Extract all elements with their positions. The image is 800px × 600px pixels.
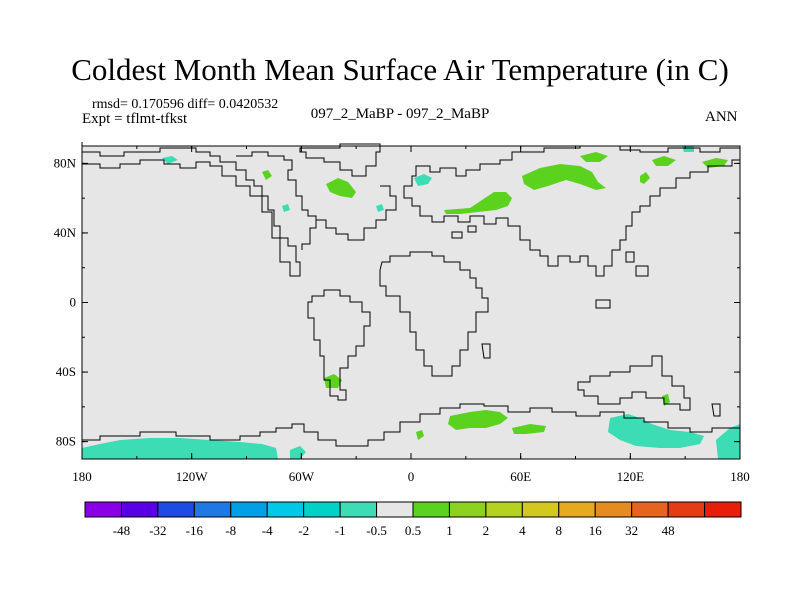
arctic-tiny-cool-3	[376, 204, 384, 212]
antarctic-east-cool	[608, 414, 704, 448]
colorbar-swatch	[667, 501, 706, 518]
coastlines	[81, 142, 741, 447]
lon-label: 120W	[176, 469, 209, 484]
colorbar-swatch	[157, 501, 195, 518]
arctic-siberia-warm-north	[580, 152, 608, 162]
colorbar-swatch	[303, 501, 341, 518]
colorbar-swatch	[84, 501, 122, 518]
canada-arctic-coast	[236, 151, 317, 250]
south-america-warm	[324, 374, 342, 388]
antarctic-coast-warm	[512, 424, 546, 434]
small-island-1	[451, 231, 463, 239]
small-island-2	[467, 225, 477, 233]
map-background	[82, 146, 740, 459]
colorbar-swatch	[412, 501, 450, 518]
lat-label: 80S	[56, 434, 76, 449]
colorbar: -48 -32 -16 -8 -4 -2 -1 -0.5 0.5 1 2 4 8 16 32 48	[84, 501, 742, 538]
colorbar-swatch	[594, 501, 633, 518]
rmsd-text: rmsd= 0.170596 diff= 0.0420532	[92, 97, 279, 112]
colorbar-label: 0.5	[405, 523, 421, 538]
lat-label: 80N	[54, 155, 77, 170]
colorbar-label: 8	[556, 523, 563, 538]
colorbar-swatch	[266, 501, 305, 518]
australia-coast	[577, 355, 691, 411]
north-europe-warm	[326, 178, 356, 198]
colorbar-label: -8	[225, 523, 236, 538]
axis-ticks	[81, 146, 741, 459]
arctic-west-cool	[162, 156, 178, 164]
antarctic-far-east-cool	[716, 424, 740, 459]
alaska-warm	[262, 170, 272, 180]
lon-label: 60W	[289, 469, 315, 484]
colorbar-label: -32	[149, 523, 166, 538]
axis-labels: 80N 40N 0 40S 80S 180 120W 60W 0 60E 120E 180	[54, 155, 750, 484]
colorbar-label: -48	[113, 523, 130, 538]
africa-coast	[379, 251, 489, 377]
expt-text: Expt = tflmt-tfkst	[82, 111, 188, 127]
colorbar-label: -0.5	[366, 523, 387, 538]
madagascar-coast	[481, 343, 491, 359]
colorbar-label: 2	[483, 523, 490, 538]
map-title: Coldest Month Mean Surface Air Temperatu…	[71, 52, 729, 87]
colorbar-swatch	[704, 501, 742, 518]
arctic-east-warm-3	[640, 172, 650, 184]
colorbar-swatch	[339, 501, 378, 518]
colorbar-label: 48	[662, 523, 675, 538]
lon-label: 120E	[617, 469, 645, 484]
colorbar-swatch	[521, 501, 560, 518]
lat-label: 0	[70, 295, 77, 310]
colorbar-label: 16	[589, 523, 603, 538]
greenland-coast	[299, 143, 381, 177]
lat-label: 40S	[56, 364, 76, 379]
case-text: 097_2_MaBP - 097_2_MaBP	[310, 106, 490, 122]
lon-label: 180	[730, 469, 750, 484]
japan-coast	[625, 251, 635, 263]
colorbar-swatch	[230, 501, 268, 518]
colorbar-swatch	[120, 501, 159, 518]
colorbar-label: -1	[335, 523, 346, 538]
lon-label: 0	[408, 469, 415, 484]
colorbar-swatch	[193, 501, 232, 518]
colorbar-swatch	[376, 501, 414, 518]
arctic-siberia-warm	[522, 164, 606, 190]
indonesia-coast	[595, 299, 611, 309]
antarctic-small-warm	[416, 430, 424, 440]
colorbar-label: -2	[298, 523, 309, 538]
eurasia-coast	[403, 145, 741, 277]
small-island-3	[635, 265, 649, 277]
arctic-small-cool	[414, 174, 432, 186]
new-zealand-coast	[711, 403, 721, 417]
antarctic-east-warm	[448, 410, 508, 430]
arctic-east-warm-1	[652, 156, 676, 166]
antarctic-west-cool	[290, 446, 306, 459]
colorbar-label: 4	[519, 523, 526, 538]
colorbar-label: 32	[625, 523, 638, 538]
arctic-tiny-cool-1	[282, 204, 290, 212]
antarctica-coast	[82, 403, 740, 447]
central-asia-warm	[444, 192, 512, 214]
north-america-coast	[81, 142, 301, 277]
colorbar-label: -16	[186, 523, 204, 538]
europe-coast	[316, 185, 397, 241]
lon-label: 60E	[510, 469, 531, 484]
lon-label: 180	[72, 469, 92, 484]
colorbar-swatch	[485, 501, 523, 518]
season-text: ANN	[705, 109, 738, 125]
colorbar-label: -4	[262, 523, 273, 538]
colorbar-label: 1	[446, 523, 453, 538]
colorbar-swatch	[448, 501, 487, 518]
lat-label: 40N	[54, 225, 77, 240]
cool-anomaly-layer	[82, 146, 740, 459]
south-america-coast	[307, 289, 371, 401]
arctic-tiny-cool-2	[682, 146, 694, 152]
antarctic-pacific-cool	[82, 438, 278, 459]
warm-anomaly-layer	[262, 152, 728, 440]
colorbar-swatch	[558, 501, 596, 518]
colorbar-swatch	[631, 501, 669, 518]
